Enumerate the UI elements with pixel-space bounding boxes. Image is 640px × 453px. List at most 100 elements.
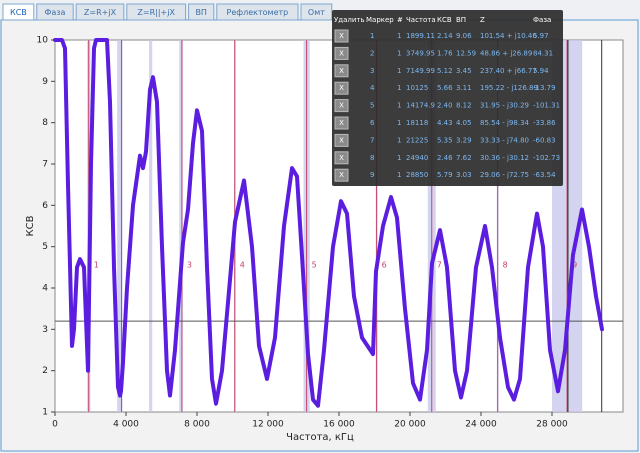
- cell: 48.86 + j26.89: [480, 49, 532, 57]
- y-tick-label: 5: [42, 242, 48, 252]
- y-tick-label: 7: [42, 160, 48, 170]
- cell: 8: [370, 154, 374, 162]
- cell: 2.46: [437, 154, 453, 162]
- cell: 18118: [406, 119, 428, 127]
- delete-button[interactable]: [334, 29, 349, 43]
- tab-label[interactable]: КСВ: [10, 8, 27, 17]
- cell: 8.12: [456, 102, 472, 110]
- marker-label: 4: [240, 261, 245, 270]
- delete-label[interactable]: X: [339, 84, 344, 92]
- cell: 85.54 - j98.34: [480, 119, 530, 127]
- delete-button[interactable]: [334, 116, 349, 130]
- x-tick-label: 28 000: [536, 420, 568, 430]
- cell: 1: [397, 67, 401, 75]
- cell: 7149.99: [406, 67, 435, 75]
- marker-label: 1: [94, 261, 99, 270]
- cell: 28850: [406, 171, 428, 179]
- delete-button[interactable]: [334, 46, 349, 60]
- delete-label[interactable]: X: [339, 119, 344, 127]
- cell: 14174.9: [406, 102, 435, 110]
- tab-label[interactable]: Z=R+jX: [84, 8, 117, 17]
- tab[interactable]: [300, 3, 333, 21]
- delete-label[interactable]: X: [339, 136, 344, 144]
- tab[interactable]: [2, 3, 35, 21]
- cell: 3.03: [456, 171, 472, 179]
- marker-label: 8: [503, 261, 508, 270]
- cell: 4: [370, 84, 375, 92]
- x-tick-label: 4 000: [113, 420, 139, 430]
- column-header: ВП: [456, 16, 466, 24]
- marker-label: 3: [187, 261, 192, 270]
- y-tick-label: 6: [42, 201, 48, 211]
- cell: 5.79: [437, 171, 453, 179]
- cell: 33.33 - j74.80: [480, 136, 529, 144]
- cell: 1: [370, 32, 374, 40]
- delete-button[interactable]: [334, 99, 349, 113]
- tab-label[interactable]: Рефлектометр: [227, 8, 289, 17]
- delete-button[interactable]: [334, 151, 349, 165]
- cell: -13.79: [533, 84, 556, 92]
- band: [149, 40, 153, 412]
- x-axis-label: Частота, кГц: [286, 432, 354, 443]
- cell: 237.40 + j66.77: [480, 67, 537, 75]
- delete-button[interactable]: [334, 168, 349, 182]
- delete-label[interactable]: X: [339, 67, 344, 75]
- marker-label: 5: [312, 261, 317, 270]
- cell: 1: [397, 154, 401, 162]
- cell: 3: [370, 67, 374, 75]
- delete-label[interactable]: X: [339, 171, 344, 179]
- tab-label[interactable]: Омт: [308, 8, 325, 17]
- x-tick-label: 24 000: [465, 420, 497, 430]
- x-tick-label: 8 000: [184, 420, 210, 430]
- delete-label[interactable]: X: [339, 32, 344, 40]
- cell: 12.59: [456, 49, 476, 57]
- tab[interactable]: [188, 3, 215, 21]
- cell: 5.12: [437, 67, 453, 75]
- tab-label[interactable]: Z=R||+jX: [137, 8, 175, 17]
- tab[interactable]: [36, 3, 74, 21]
- cell: 2.14: [437, 32, 453, 40]
- x-tick-label: 20 000: [394, 420, 426, 430]
- cell: -63.54: [533, 171, 556, 179]
- tab[interactable]: [126, 3, 187, 21]
- delete-label[interactable]: X: [339, 49, 344, 57]
- cell: 3.29: [456, 136, 472, 144]
- cell: 5.94: [533, 67, 549, 75]
- tab[interactable]: [216, 3, 299, 21]
- band: [179, 40, 183, 412]
- cell: 24940: [406, 154, 428, 162]
- cell: 1: [397, 49, 401, 57]
- cell: -60.83: [533, 136, 556, 144]
- cell: 10125: [406, 84, 428, 92]
- cell: 3.11: [456, 84, 472, 92]
- cell: 101.54 + j10.46: [480, 32, 537, 40]
- cell: -33.86: [533, 119, 556, 127]
- column-header: Удалить: [334, 16, 365, 24]
- column-header: #: [397, 16, 403, 24]
- delete-button[interactable]: [334, 133, 349, 147]
- cell: -102.73: [533, 154, 560, 162]
- column-header: Фаза: [533, 16, 551, 24]
- cell: 5: [370, 102, 374, 110]
- tab-label[interactable]: ВП: [195, 8, 207, 17]
- column-header: Z: [480, 16, 485, 24]
- y-tick-label: 8: [42, 118, 48, 128]
- cell: 195.22 - j126.89: [480, 84, 538, 92]
- cell: 1: [397, 32, 401, 40]
- delete-button[interactable]: [334, 81, 349, 95]
- cell: 1: [397, 136, 401, 144]
- y-axis-label: КСВ: [25, 215, 36, 236]
- cell: 1: [397, 171, 401, 179]
- cell: 29.06 - j72.75: [480, 171, 529, 179]
- marker-label: 7: [437, 261, 442, 270]
- cell: 4.43: [437, 119, 453, 127]
- delete-button[interactable]: [334, 64, 349, 78]
- cell: 7.62: [456, 154, 472, 162]
- tab-label[interactable]: Фаза: [45, 8, 66, 17]
- cell: 2.40: [437, 102, 453, 110]
- tab[interactable]: [75, 3, 125, 21]
- delete-label[interactable]: X: [339, 102, 344, 110]
- delete-label[interactable]: X: [339, 154, 344, 162]
- band: [117, 40, 123, 412]
- cell: 5.35: [437, 136, 453, 144]
